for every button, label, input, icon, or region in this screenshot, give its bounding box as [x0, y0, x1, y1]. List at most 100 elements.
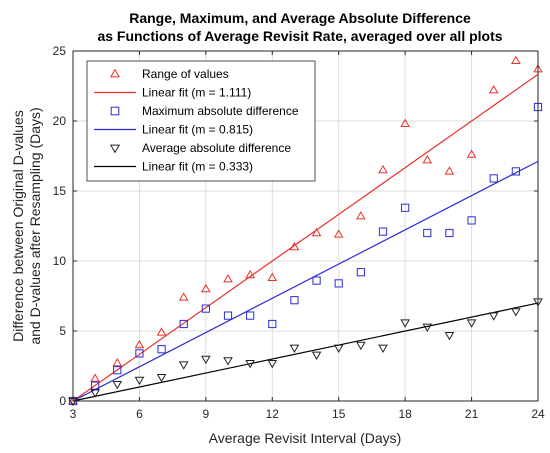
legend-entry: Linear fit (m = 0.815)	[94, 123, 253, 137]
legend-label: Range of values	[142, 67, 229, 81]
fit-line-1	[72, 73, 539, 402]
data-point	[267, 272, 278, 281]
chart-title: Range, Maximum, and Average Absolute Dif…	[129, 10, 471, 26]
data-point	[91, 381, 100, 390]
x-tick-label: 9	[203, 407, 210, 421]
x-tick-label: 18	[398, 407, 412, 421]
data-point	[201, 355, 211, 365]
data-point	[488, 312, 499, 321]
data-point	[489, 174, 498, 183]
data-point	[422, 155, 433, 164]
data-point	[422, 323, 433, 332]
y-tick-label: 0	[59, 394, 66, 408]
data-point	[311, 227, 322, 237]
data-point	[378, 344, 388, 353]
data-point	[511, 167, 520, 176]
legend-box	[86, 60, 316, 182]
data-point	[444, 166, 455, 175]
legend-marker-swatch	[109, 68, 121, 78]
data-point	[223, 357, 233, 366]
legend-entry: Maximum absolute difference	[110, 104, 299, 118]
data-point	[90, 373, 100, 382]
legend-entries: Range of values Linear fit (m = 1.111) Max…	[94, 67, 299, 174]
y-axis-ticks: 0 5 10 15 20 25	[53, 44, 538, 408]
data-point	[246, 311, 255, 320]
x-tick-label: 24	[531, 407, 545, 421]
legend-entry: Range of values	[109, 67, 229, 81]
data-point	[179, 319, 188, 329]
y-tick-label: 20	[53, 114, 67, 128]
data-point	[135, 349, 144, 358]
data-point	[401, 203, 410, 212]
y-tick-label: 5	[59, 324, 66, 338]
grid	[73, 51, 538, 401]
data-point	[157, 345, 166, 354]
legend-entry: Linear fit (m = 1.111)	[94, 86, 251, 100]
y-tick-label: 15	[53, 184, 67, 198]
data-point	[201, 283, 211, 293]
legend-label: Linear fit (m = 1.111)	[142, 86, 251, 100]
data-point	[178, 292, 189, 301]
y-tick-label: 10	[53, 254, 67, 268]
data-point	[134, 376, 145, 386]
data-point	[334, 279, 343, 288]
data-point	[488, 85, 499, 94]
data-point	[245, 360, 255, 369]
chart-subtitle: as Functions of Average Revisit Rate, av…	[97, 28, 502, 44]
y-axis-label-line-1: Difference between Original D-values	[10, 110, 26, 342]
fit-line-5	[72, 302, 539, 402]
legend-marker-swatch	[110, 106, 120, 116]
data-point	[113, 366, 122, 375]
data-point	[378, 164, 388, 174]
data-point	[267, 360, 278, 369]
series-0	[68, 55, 543, 405]
x-tick-label: 15	[332, 407, 346, 421]
data-point	[444, 332, 455, 341]
data-point	[268, 319, 277, 329]
data-point	[289, 344, 300, 353]
plot-frame	[72, 50, 539, 402]
data-point	[201, 304, 210, 313]
legend-label: Linear fit (m = 0.815)	[142, 123, 253, 137]
legend-entry: Linear fit (m = 0.333)	[94, 160, 253, 174]
legend-label: Maximum absolute difference	[142, 104, 299, 118]
data-point	[423, 228, 432, 238]
fit-line-3	[72, 160, 539, 402]
y-tick-label: 25	[53, 44, 67, 58]
x-tick-label: 3	[70, 407, 77, 421]
data-point	[378, 227, 388, 236]
data-point	[245, 269, 255, 279]
data-point	[400, 118, 410, 127]
data-point	[112, 381, 123, 390]
data-point	[445, 228, 454, 238]
x-tick-label: 21	[465, 407, 479, 421]
data-point	[400, 319, 410, 328]
legend-entry: Average absolute difference	[109, 141, 291, 155]
legend-label: Linear fit (m = 0.333)	[142, 160, 253, 174]
data-point	[511, 55, 521, 64]
data-point	[156, 374, 167, 383]
y-axis-label: Difference between Original D-values and…	[10, 107, 43, 344]
data-point	[312, 276, 321, 285]
data-point	[467, 216, 476, 225]
data-point	[223, 274, 233, 283]
data-point	[90, 389, 100, 398]
x-axis-label: Average Revisit Interval (Days)	[209, 430, 402, 446]
data-point	[134, 339, 145, 349]
data-point	[311, 351, 322, 360]
legend: Range of values Linear fit (m = 1.111) Max…	[86, 60, 316, 182]
data-point	[356, 268, 365, 277]
data-point	[466, 319, 477, 328]
legend-label: Average absolute difference	[142, 141, 291, 155]
data-point	[511, 308, 521, 317]
data-point	[289, 241, 300, 251]
fit-lines	[72, 73, 539, 402]
data-point	[333, 344, 344, 353]
data-point	[466, 149, 477, 158]
data-point	[333, 229, 344, 238]
data-point	[223, 311, 233, 320]
data-point	[356, 211, 366, 220]
legend-marker-swatch	[109, 144, 121, 154]
x-tick-label: 12	[266, 407, 280, 421]
